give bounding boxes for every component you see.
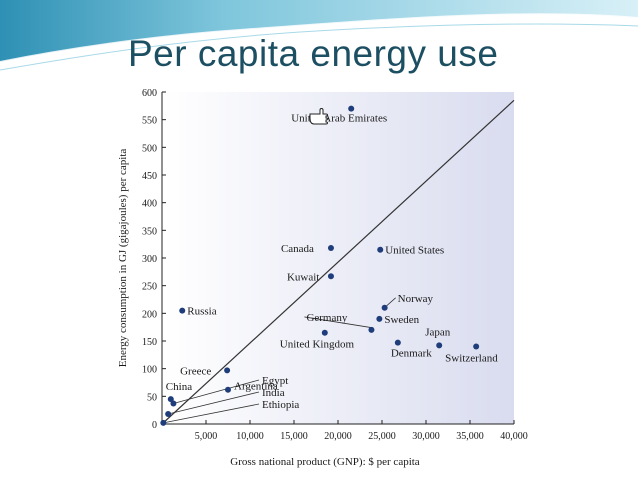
data-point — [327, 273, 334, 280]
y-tick-label: 0 — [152, 420, 157, 431]
point-label: United Arab Emirates — [291, 113, 387, 125]
y-tick-label: 200 — [142, 309, 157, 320]
x-axis-label: Gross national product (GNP): $ per capi… — [230, 456, 420, 468]
y-tick-label: 50 — [147, 392, 157, 403]
point-label: Norway — [398, 293, 434, 305]
data-point — [160, 419, 167, 426]
data-point — [224, 367, 231, 374]
leader-line — [173, 379, 260, 404]
data-point — [436, 342, 443, 349]
y-tick-label: 350 — [142, 226, 157, 237]
point-label: Greece — [180, 365, 211, 377]
scatter-chart: 0 50 100 150 200 250 300 350 400 450 500 550 600 5,00… — [117, 88, 528, 468]
data-point — [165, 411, 172, 418]
x-tick-label: 5,000 — [195, 431, 218, 442]
point-label: China — [166, 381, 192, 393]
leader-line — [386, 297, 396, 307]
data-point — [377, 246, 384, 253]
x-tick-label: 25,000 — [368, 431, 396, 442]
point-label: Kuwait — [287, 271, 319, 283]
leader-line — [304, 316, 374, 329]
data-point — [473, 343, 480, 350]
y-tick-label: 500 — [142, 143, 157, 154]
point-label: Ethiopia — [262, 399, 299, 411]
y-tick-label: 100 — [142, 365, 157, 376]
leader-line — [168, 391, 260, 415]
x-tick-label: 35,000 — [456, 431, 484, 442]
point-label: Japan — [425, 326, 451, 338]
x-tick-label: 10,000 — [236, 431, 264, 442]
slide-title: Per capita energy use — [128, 33, 499, 74]
x-tick-label: 20,000 — [324, 431, 352, 442]
point-label: Denmark — [391, 348, 432, 360]
point-label: Argentina — [234, 381, 278, 393]
plot-area — [162, 92, 514, 424]
scatter-figure: 0 50 100 150 200 250 300 350 400 450 500 550 600 5,00… — [112, 82, 532, 474]
title-banner — [0, 0, 638, 71]
data-point — [321, 329, 328, 336]
data-point — [368, 326, 375, 333]
data-point — [170, 400, 177, 407]
data-point — [327, 245, 334, 252]
point-label: India — [262, 387, 285, 399]
data-point — [394, 339, 401, 346]
y-tick-label: 250 — [142, 282, 157, 293]
y-tick-label: 600 — [142, 88, 157, 99]
x-tick-label: 30,000 — [412, 431, 440, 442]
data-point — [348, 105, 355, 112]
point-label: Switzerland — [445, 353, 498, 365]
y-tick-label: 300 — [142, 254, 157, 265]
point-label: United Kingdom — [280, 339, 355, 351]
point-label: United States — [385, 245, 444, 257]
data-point — [225, 386, 231, 393]
data-point — [167, 396, 174, 403]
point-label: Germany — [306, 312, 347, 324]
data-point — [381, 304, 388, 311]
pointer-cursor-icon — [309, 108, 328, 125]
x-tick-label: 15,000 — [280, 431, 308, 442]
point-label: Canada — [281, 243, 314, 255]
data-point — [179, 307, 186, 314]
y-tick-label: 450 — [142, 171, 157, 182]
point-label: Sweden — [384, 314, 419, 326]
point-label: Egypt — [262, 375, 288, 387]
point-label: Russia — [187, 306, 216, 318]
y-axis-label: Energy consumption in GJ (gigajoules) pe… — [117, 149, 129, 368]
y-tick-label: 550 — [142, 116, 157, 127]
x-tick-label: 40,000 — [500, 431, 528, 442]
data-point — [376, 315, 383, 322]
y-tick-label: 400 — [142, 199, 157, 210]
y-tick-label: 150 — [142, 337, 157, 348]
leader-line — [163, 403, 260, 424]
trend-line — [161, 99, 515, 425]
